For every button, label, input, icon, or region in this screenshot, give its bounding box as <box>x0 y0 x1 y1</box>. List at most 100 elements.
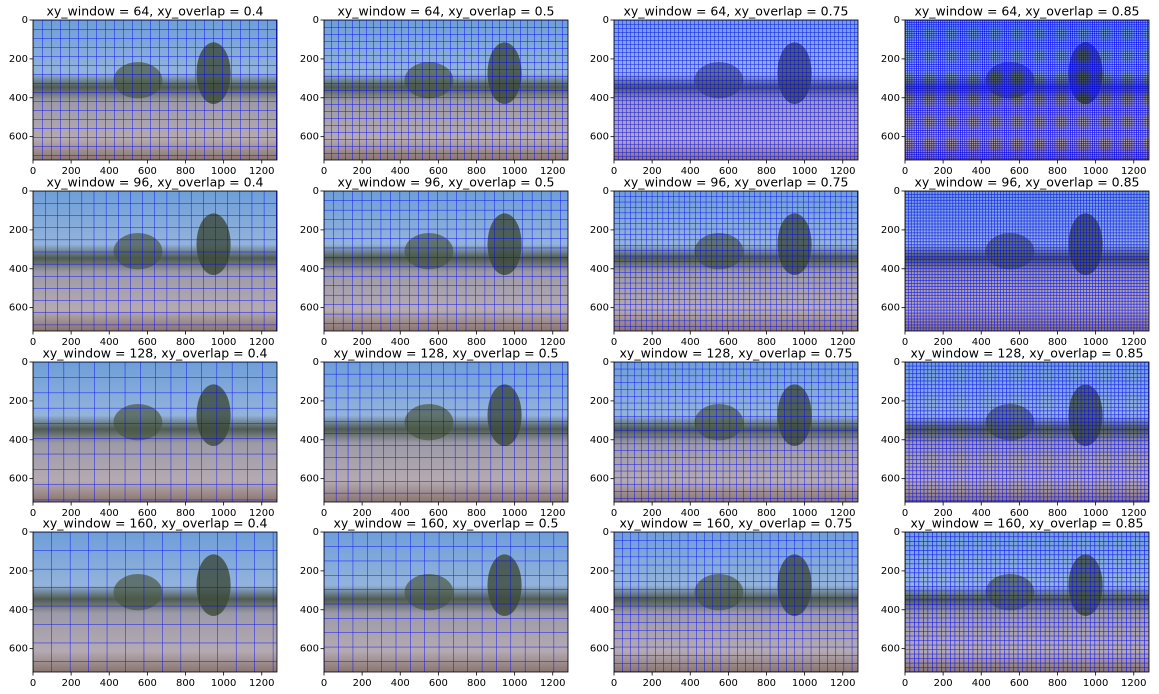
axes-frame <box>323 361 569 503</box>
subplot-title: xy_window = 96, xy_overlap = 0.85 <box>915 175 1140 190</box>
x-tick-label: 1000 <box>211 337 236 348</box>
x-tick-label: 200 <box>353 508 372 519</box>
x-tick-label: 200 <box>934 337 953 348</box>
x-tick-label: 200 <box>643 166 662 177</box>
x-tick-label: 800 <box>1048 166 1067 177</box>
x-tick-label: 200 <box>353 166 372 177</box>
x-tick-label: 400 <box>391 166 410 177</box>
x-tick-label: 800 <box>176 166 195 177</box>
y-tick-label: 400 <box>881 93 900 104</box>
y-tick-label: 200 <box>590 396 609 407</box>
subplot: xy_window = 64, xy_overlap = 0.5 0 200 400 6… <box>300 4 569 177</box>
x-tick-label: 800 <box>1048 508 1067 519</box>
x-tick-label: 1200 <box>830 508 855 519</box>
axes-frame <box>613 19 859 161</box>
y-tick-label: 400 <box>881 605 900 616</box>
x-tick-label: 1200 <box>1121 508 1146 519</box>
x-tick-label: 800 <box>757 678 776 689</box>
axes-frame <box>904 361 1150 503</box>
window-grid <box>905 362 1149 502</box>
y-tick-label: 200 <box>300 566 319 577</box>
y-tick-label: 600 <box>590 644 609 655</box>
x-tick-label: 600 <box>429 337 448 348</box>
window-grid <box>614 532 858 672</box>
y-tick-label: 600 <box>590 303 609 314</box>
x-tick-label: 1000 <box>792 166 817 177</box>
y-tick-label: 400 <box>9 264 28 275</box>
x-tick-label: 0 <box>321 508 327 519</box>
x-tick-label: 400 <box>681 678 700 689</box>
y-tick-label: 0 <box>894 527 900 538</box>
x-tick-label: 800 <box>757 166 776 177</box>
y-tick-label: 200 <box>300 396 319 407</box>
axes-frame <box>32 19 278 161</box>
x-tick-label: 600 <box>429 678 448 689</box>
subplot: xy_window = 160, xy_overlap = 0.85 0 200 40… <box>881 516 1150 689</box>
x-tick-label: 1000 <box>1083 678 1108 689</box>
y-tick-label: 600 <box>881 132 900 143</box>
x-tick-label: 800 <box>757 508 776 519</box>
subplot: xy_window = 128, xy_overlap = 0.75 0 200 40… <box>590 346 859 519</box>
x-tick-label: 1000 <box>1083 166 1108 177</box>
x-tick-label: 400 <box>972 337 991 348</box>
x-tick-label: 800 <box>467 166 486 177</box>
subplot: xy_window = 96, xy_overlap = 0.75 0 200 400… <box>590 175 859 348</box>
x-tick-label: 400 <box>100 508 119 519</box>
x-tick-label: 800 <box>467 678 486 689</box>
y-tick-label: 200 <box>881 566 900 577</box>
x-tick-label: 0 <box>30 678 36 689</box>
x-tick-label: 600 <box>138 678 157 689</box>
y-tick-label: 600 <box>881 303 900 314</box>
y-tick-label: 400 <box>590 93 609 104</box>
subplot-title: xy_window = 128, xy_overlap = 0.5 <box>334 346 559 361</box>
y-tick-label: 600 <box>590 474 609 485</box>
x-tick-label: 200 <box>934 508 953 519</box>
subplot-title: xy_window = 160, xy_overlap = 0.4 <box>43 516 268 531</box>
subplot: xy_window = 96, xy_overlap = 0.85 0 200 400… <box>881 175 1150 348</box>
axes-frame <box>613 531 859 673</box>
subplot-title: xy_window = 160, xy_overlap = 0.75 <box>620 516 853 531</box>
x-tick-label: 1200 <box>540 337 565 348</box>
y-tick-label: 600 <box>9 474 28 485</box>
x-tick-label: 0 <box>611 337 617 348</box>
y-tick-label: 600 <box>300 474 319 485</box>
y-tick-label: 200 <box>9 225 28 236</box>
y-tick-label: 0 <box>894 186 900 197</box>
y-tick-label: 0 <box>22 15 28 26</box>
x-tick-label: 0 <box>902 337 908 348</box>
x-tick-label: 1000 <box>211 166 236 177</box>
y-tick-label: 400 <box>9 605 28 616</box>
x-tick-label: 400 <box>391 337 410 348</box>
x-tick-label: 1000 <box>792 678 817 689</box>
x-tick-label: 200 <box>353 337 372 348</box>
x-tick-label: 1000 <box>211 678 236 689</box>
y-tick-label: 400 <box>9 435 28 446</box>
window-grid <box>33 362 277 502</box>
axes-frame <box>613 361 859 503</box>
window-grid <box>614 20 858 160</box>
y-tick-label: 200 <box>590 225 609 236</box>
x-tick-label: 1000 <box>502 166 527 177</box>
x-tick-label: 800 <box>176 508 195 519</box>
x-tick-label: 1000 <box>1083 508 1108 519</box>
x-tick-label: 400 <box>681 337 700 348</box>
subplot-title: xy_window = 64, xy_overlap = 0.75 <box>624 4 849 19</box>
axes-frame <box>323 190 569 332</box>
y-tick-label: 400 <box>9 93 28 104</box>
y-tick-label: 600 <box>9 303 28 314</box>
x-tick-label: 1200 <box>540 508 565 519</box>
y-tick-label: 200 <box>300 54 319 65</box>
subplot: xy_window = 160, xy_overlap = 0.75 0 200 40… <box>590 516 859 689</box>
x-tick-label: 1000 <box>502 508 527 519</box>
x-tick-label: 1200 <box>249 678 274 689</box>
y-tick-label: 0 <box>22 527 28 538</box>
y-tick-label: 0 <box>603 527 609 538</box>
y-tick-label: 600 <box>9 644 28 655</box>
x-tick-label: 600 <box>1010 337 1029 348</box>
y-tick-label: 600 <box>881 474 900 485</box>
axes-frame <box>904 531 1150 673</box>
window-grid <box>905 532 1149 672</box>
x-tick-label: 200 <box>62 678 81 689</box>
axes-frame <box>32 361 278 503</box>
subplot: xy_window = 64, xy_overlap = 0.85 0 200 400… <box>881 4 1150 177</box>
